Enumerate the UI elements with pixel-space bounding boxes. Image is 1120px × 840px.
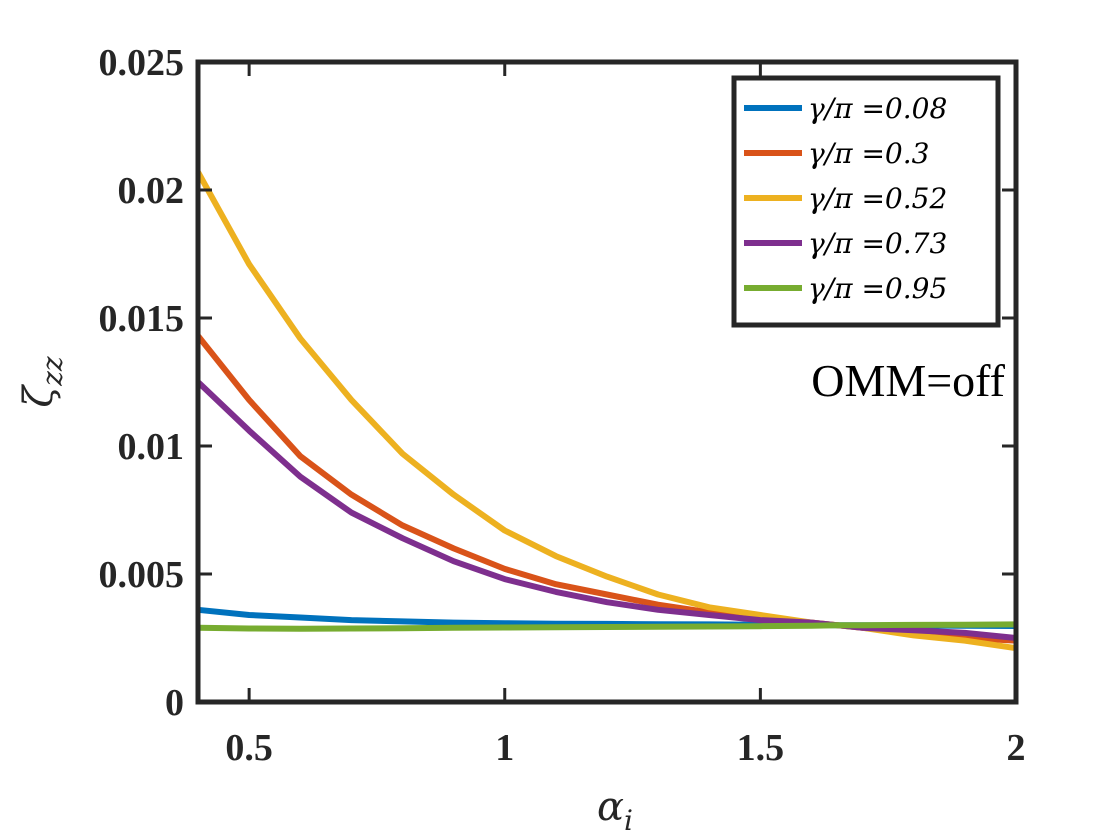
ticks: 0.5 1 1.5 2 0 0.005 0.01 0.015 0.02 0.025	[99, 42, 1026, 769]
x-tick-label: 0.5	[225, 727, 273, 769]
y-axis-label: ζzz	[16, 356, 69, 407]
y-tick-label: 0.01	[118, 426, 185, 468]
y-tick-label: 0.015	[99, 298, 185, 340]
plot-area-frame	[195, 59, 1019, 705]
legend-label-4: γ/π =0.73	[808, 227, 947, 260]
y-tick-label: 0.025	[99, 42, 185, 84]
y-tick-label: 0.02	[118, 170, 185, 212]
series-line-4	[195, 379, 1017, 641]
x-tick-label: 1.5	[737, 727, 785, 769]
legend-label-5: γ/π =0.95	[808, 272, 947, 305]
y-tick-label: 0.005	[99, 554, 185, 596]
x-tick-label: 2	[1007, 727, 1026, 769]
legend-label-3: γ/π =0.52	[808, 182, 947, 215]
y-tick-label: 0	[165, 682, 184, 724]
series-line-5	[197, 621, 1017, 632]
legend-label-1: γ/π =0.08	[808, 92, 947, 125]
annotation-omm-off: OMM=off	[811, 355, 1005, 406]
axis-labels: αi ζzz	[16, 356, 633, 837]
x-axis-label: αi	[597, 784, 633, 837]
legend-label-2: γ/π =0.3	[808, 137, 929, 170]
x-tick-label: 1	[495, 727, 514, 769]
series-lines	[195, 170, 1017, 652]
legend: γ/π =0.08 γ/π =0.3 γ/π =0.52 γ/π =0.73 γ/π =…	[731, 75, 1001, 328]
legend-box	[731, 75, 1001, 328]
